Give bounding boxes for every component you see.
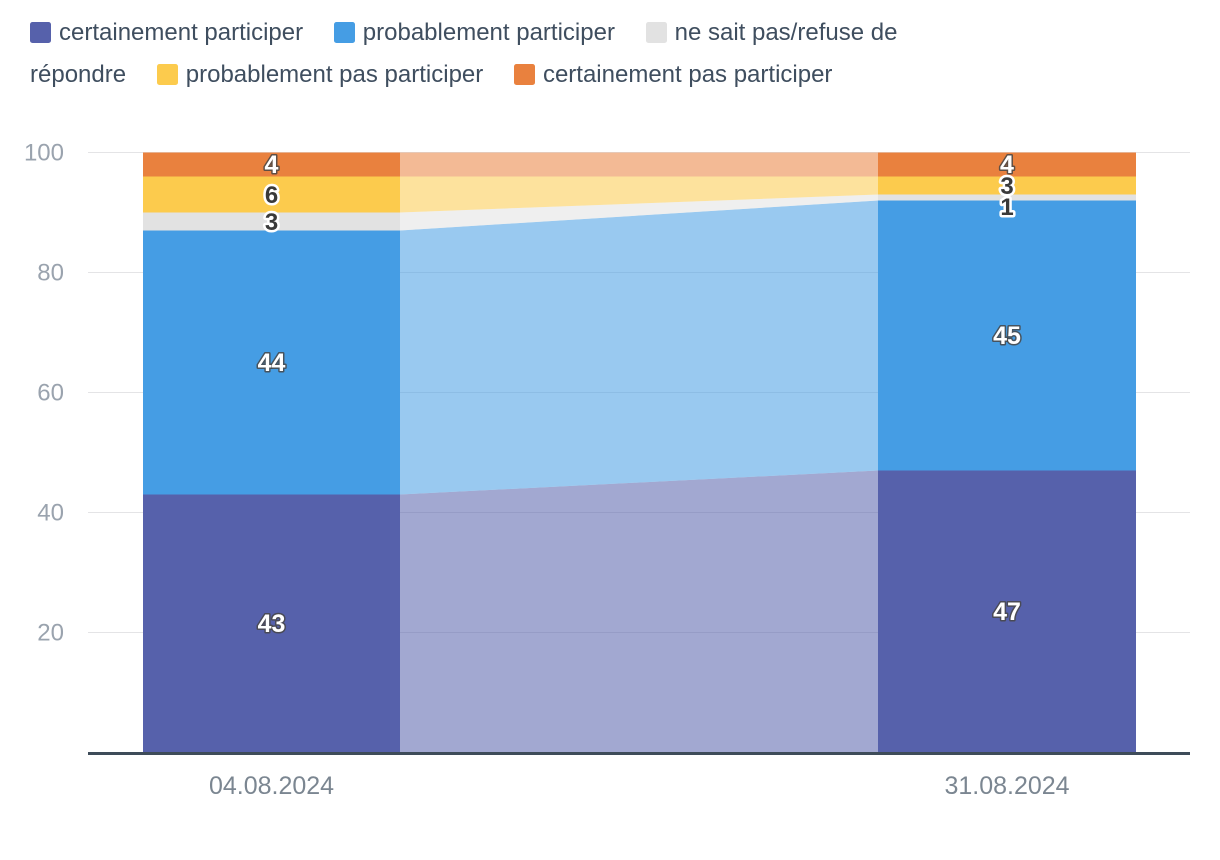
legend-item-certainement-participer: certainement participer [30,19,303,46]
legend-swatch-ne-sait-pas [645,21,667,43]
y-tick-label: 40 [37,500,64,527]
legend-swatch-probablement-participer [333,21,355,43]
legend-swatch-certainement-participer [30,21,51,43]
x-axis-date-label: 04.08.2024 [209,772,334,800]
x-axis-date-label: 31.08.2024 [944,772,1069,800]
bar-segment [143,494,400,753]
legend-label: certainement pas participer [542,61,833,88]
y-tick-label: 60 [37,380,64,407]
bar-segment [143,212,400,231]
bar-segment [143,176,400,213]
bar-segment [878,200,1136,471]
legend-label: probablement participer [362,19,615,46]
connector-band [400,152,878,177]
legend-item-ne-sait-pas: ne sait pas/refuse de répondre [30,19,897,88]
connector-band [400,176,878,213]
y-tick-label: 20 [37,620,64,647]
value-label: 3 [265,209,278,236]
legend-label: ne sait pas/refuse de répondre [30,19,898,88]
legend-label: probablement pas participer [185,61,484,88]
legend-item-probablement-pas-participer: probablement pas participer [156,61,484,88]
legend-swatch-probablement-pas-participer [156,63,178,85]
value-label: 3 [1000,173,1013,200]
bar-segment [143,230,400,495]
y-tick-label: 100 [24,140,64,167]
legend-label: certainement participer [59,19,304,46]
legend-item-probablement-participer: probablement participer [333,19,615,46]
value-label: 45 [993,322,1021,350]
bar-segment [878,152,1136,177]
legend-item-certainement-pas-participer: certainement pas participer [513,61,833,88]
value-label: 44 [258,349,286,377]
connector-band [400,200,878,495]
value-label: 43 [258,610,286,638]
bar-segment [143,152,400,177]
legend-swatch-certainement-pas-participer [513,63,535,85]
value-label: 6 [265,182,278,209]
value-label: 47 [993,598,1021,626]
connector-band [400,470,878,753]
chart-legend: certainement participer probablement par… [0,0,1010,96]
value-label: 1 [1000,194,1013,221]
bar-segment [878,194,1136,201]
connector-band [400,194,878,231]
value-label: 4 [1000,151,1014,179]
bar-segment [878,176,1136,195]
bar-segment [878,470,1136,753]
value-label: 4 [265,151,279,179]
y-tick-label: 80 [37,260,64,287]
